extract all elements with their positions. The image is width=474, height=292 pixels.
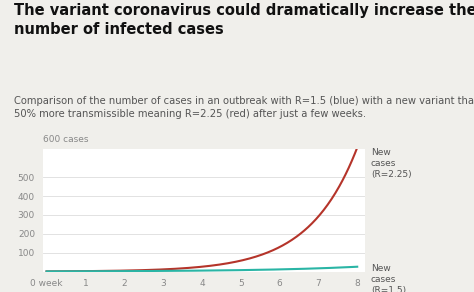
Text: Comparison of the number of cases in an outbreak with R=1.5 (blue) with a new va: Comparison of the number of cases in an …: [14, 96, 474, 119]
Text: 600 cases: 600 cases: [43, 135, 88, 144]
Text: The variant coronavirus could dramatically increase the
number of infected cases: The variant coronavirus could dramatical…: [14, 3, 474, 36]
Text: New
cases
(R=1.5): New cases (R=1.5): [371, 264, 406, 292]
Text: New
cases
(R=2.25): New cases (R=2.25): [371, 148, 411, 179]
